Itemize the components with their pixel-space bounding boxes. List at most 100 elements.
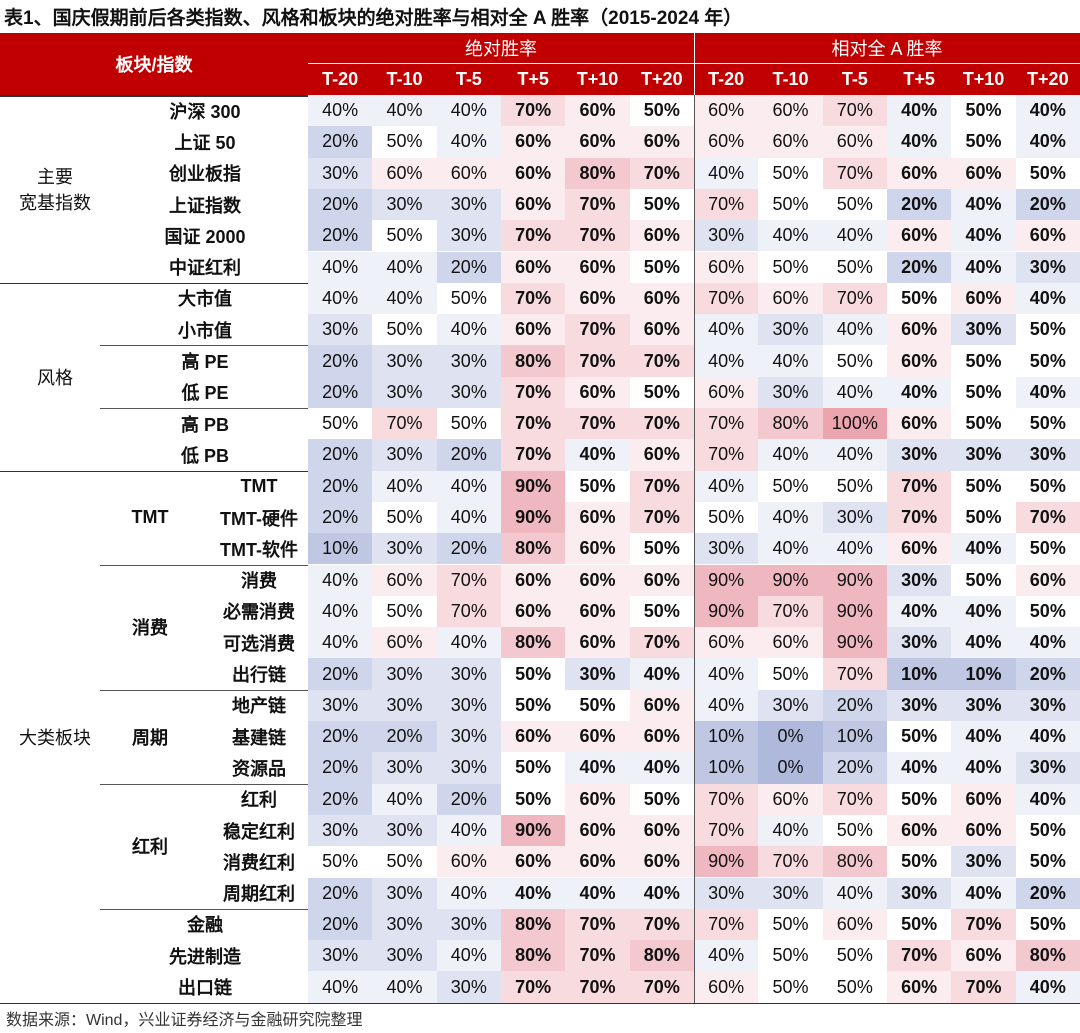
cell: 70% [565,908,630,941]
source: 数据来源：Wind，兴业证券经济与金融研究院整理 [6,1012,363,1029]
cell: 40% [758,533,823,565]
row-name: 大市值 [178,289,232,310]
cell: 70% [565,188,630,221]
row-name: TMT [240,475,278,496]
group-label: 大类板块 [0,471,110,1003]
cell: 30% [436,376,501,408]
cell: 60% [501,188,566,221]
cell: 40% [822,533,887,565]
cell: 60% [501,846,566,878]
cell: 30% [372,814,437,847]
cell: 70% [436,564,501,596]
cell: 40% [758,501,823,534]
cell: 30% [951,314,1016,346]
cell: 60% [629,846,694,878]
cell: 60% [372,157,437,189]
cell: 40% [758,220,823,252]
cell: 80% [565,157,630,189]
row-name: 创业板指 [169,164,241,185]
cell: 50% [822,940,887,972]
cell: 60% [565,595,630,628]
cell: 30% [308,314,373,346]
subgroup-label: 红利 [132,837,168,858]
cell: 50% [822,345,887,377]
cell: 70% [629,470,694,502]
cell: 20% [436,533,501,565]
cell: 40% [951,533,1016,565]
cell: 20% [436,439,501,471]
cell: 20% [308,188,373,221]
cell: 10% [887,658,952,690]
cell: 60% [436,846,501,878]
cell: 30% [1015,689,1080,721]
cell: 40% [822,877,887,909]
subgroup-label: 消费 [132,618,168,639]
cell: 70% [822,157,887,189]
cell: 50% [629,251,694,283]
cell: 60% [565,721,630,753]
cell: 60% [629,564,694,596]
cell: 60% [565,783,630,815]
cell: 40% [887,126,952,158]
row-name: 可选消费 [223,633,295,654]
cell: 20% [436,251,501,283]
cell: 20% [308,658,373,690]
cell: 60% [887,408,952,440]
cell: 30% [951,689,1016,721]
cell: 70% [501,439,566,471]
cell: 40% [951,188,1016,221]
row-name: 必需消费 [223,602,295,623]
cell: 50% [1015,157,1080,189]
cell: 60% [694,376,759,408]
cell: 50% [822,814,887,847]
cell: 70% [694,439,759,471]
cell: 30% [436,220,501,252]
cell: 40% [951,721,1016,753]
cell: 30% [308,157,373,189]
cell: 70% [951,908,1016,941]
cell: 10% [951,658,1016,690]
cell: 30% [694,877,759,909]
cell: 20% [308,376,373,408]
cell: 30% [887,627,952,659]
cell: 40% [436,470,501,502]
cell: 40% [308,564,373,596]
cell: 60% [501,564,566,596]
cell: 70% [629,408,694,440]
cell: 40% [1015,971,1080,1003]
cell: 50% [822,971,887,1003]
row-name: TMT-软件 [220,539,298,560]
cell: 70% [501,971,566,1003]
cell: 50% [565,689,630,721]
cell: 70% [758,595,823,628]
row-name: 基建链 [232,727,286,748]
cell: 40% [436,95,501,127]
cell: 60% [1015,564,1080,596]
cell: 60% [629,689,694,721]
cell: 40% [887,376,952,408]
cell: 50% [758,157,823,189]
cell: 40% [1015,627,1080,659]
column-label: T+10 [962,68,1005,89]
cell: 20% [436,783,501,815]
cell: 40% [822,220,887,252]
group-label-line: 大类板块 [19,727,91,748]
cell: 30% [372,376,437,408]
cell: 70% [565,345,630,377]
cell: 50% [629,533,694,565]
header-bg [0,33,1080,95]
cell: 50% [951,376,1016,408]
cell: 50% [1015,533,1080,565]
cell: 60% [887,345,952,377]
cell: 40% [372,971,437,1003]
cell: 70% [694,408,759,440]
cell: 60% [951,282,1016,315]
cell: 60% [565,251,630,283]
cell: 60% [951,940,1016,972]
cell: 80% [629,940,694,972]
cell: 20% [1015,658,1080,690]
column-label: T-20 [322,68,359,89]
cell: 70% [436,595,501,628]
cell: 80% [501,627,566,659]
cell: 60% [501,157,566,189]
